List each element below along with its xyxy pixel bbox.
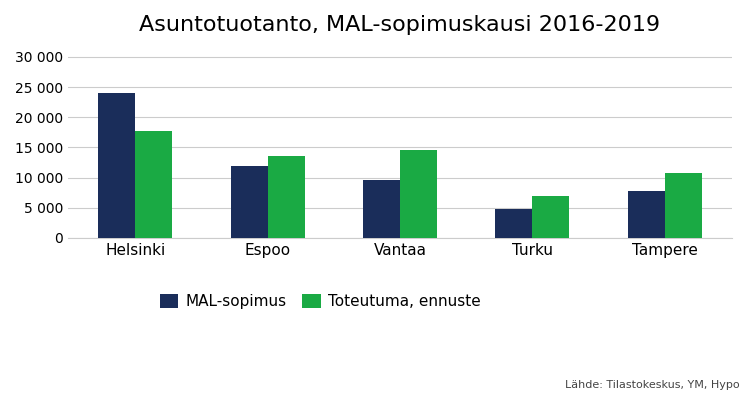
- Bar: [231, 165, 267, 238]
- Legend: MAL-sopimus, Toteutuma, ennuste: MAL-sopimus, Toteutuma, ennuste: [154, 288, 487, 315]
- Bar: [627, 191, 665, 238]
- Bar: [533, 196, 569, 238]
- Bar: [135, 130, 173, 238]
- Bar: [99, 93, 135, 238]
- Bar: [267, 156, 305, 238]
- Bar: [400, 150, 437, 238]
- Bar: [665, 173, 702, 238]
- Bar: [495, 209, 533, 238]
- Title: Asuntotuotanto, MAL-sopimuskausi 2016-2019: Asuntotuotanto, MAL-sopimuskausi 2016-20…: [140, 15, 660, 35]
- Bar: [363, 180, 400, 238]
- Text: Lähde: Tilastokeskus, YM, Hypo: Lähde: Tilastokeskus, YM, Hypo: [565, 380, 740, 390]
